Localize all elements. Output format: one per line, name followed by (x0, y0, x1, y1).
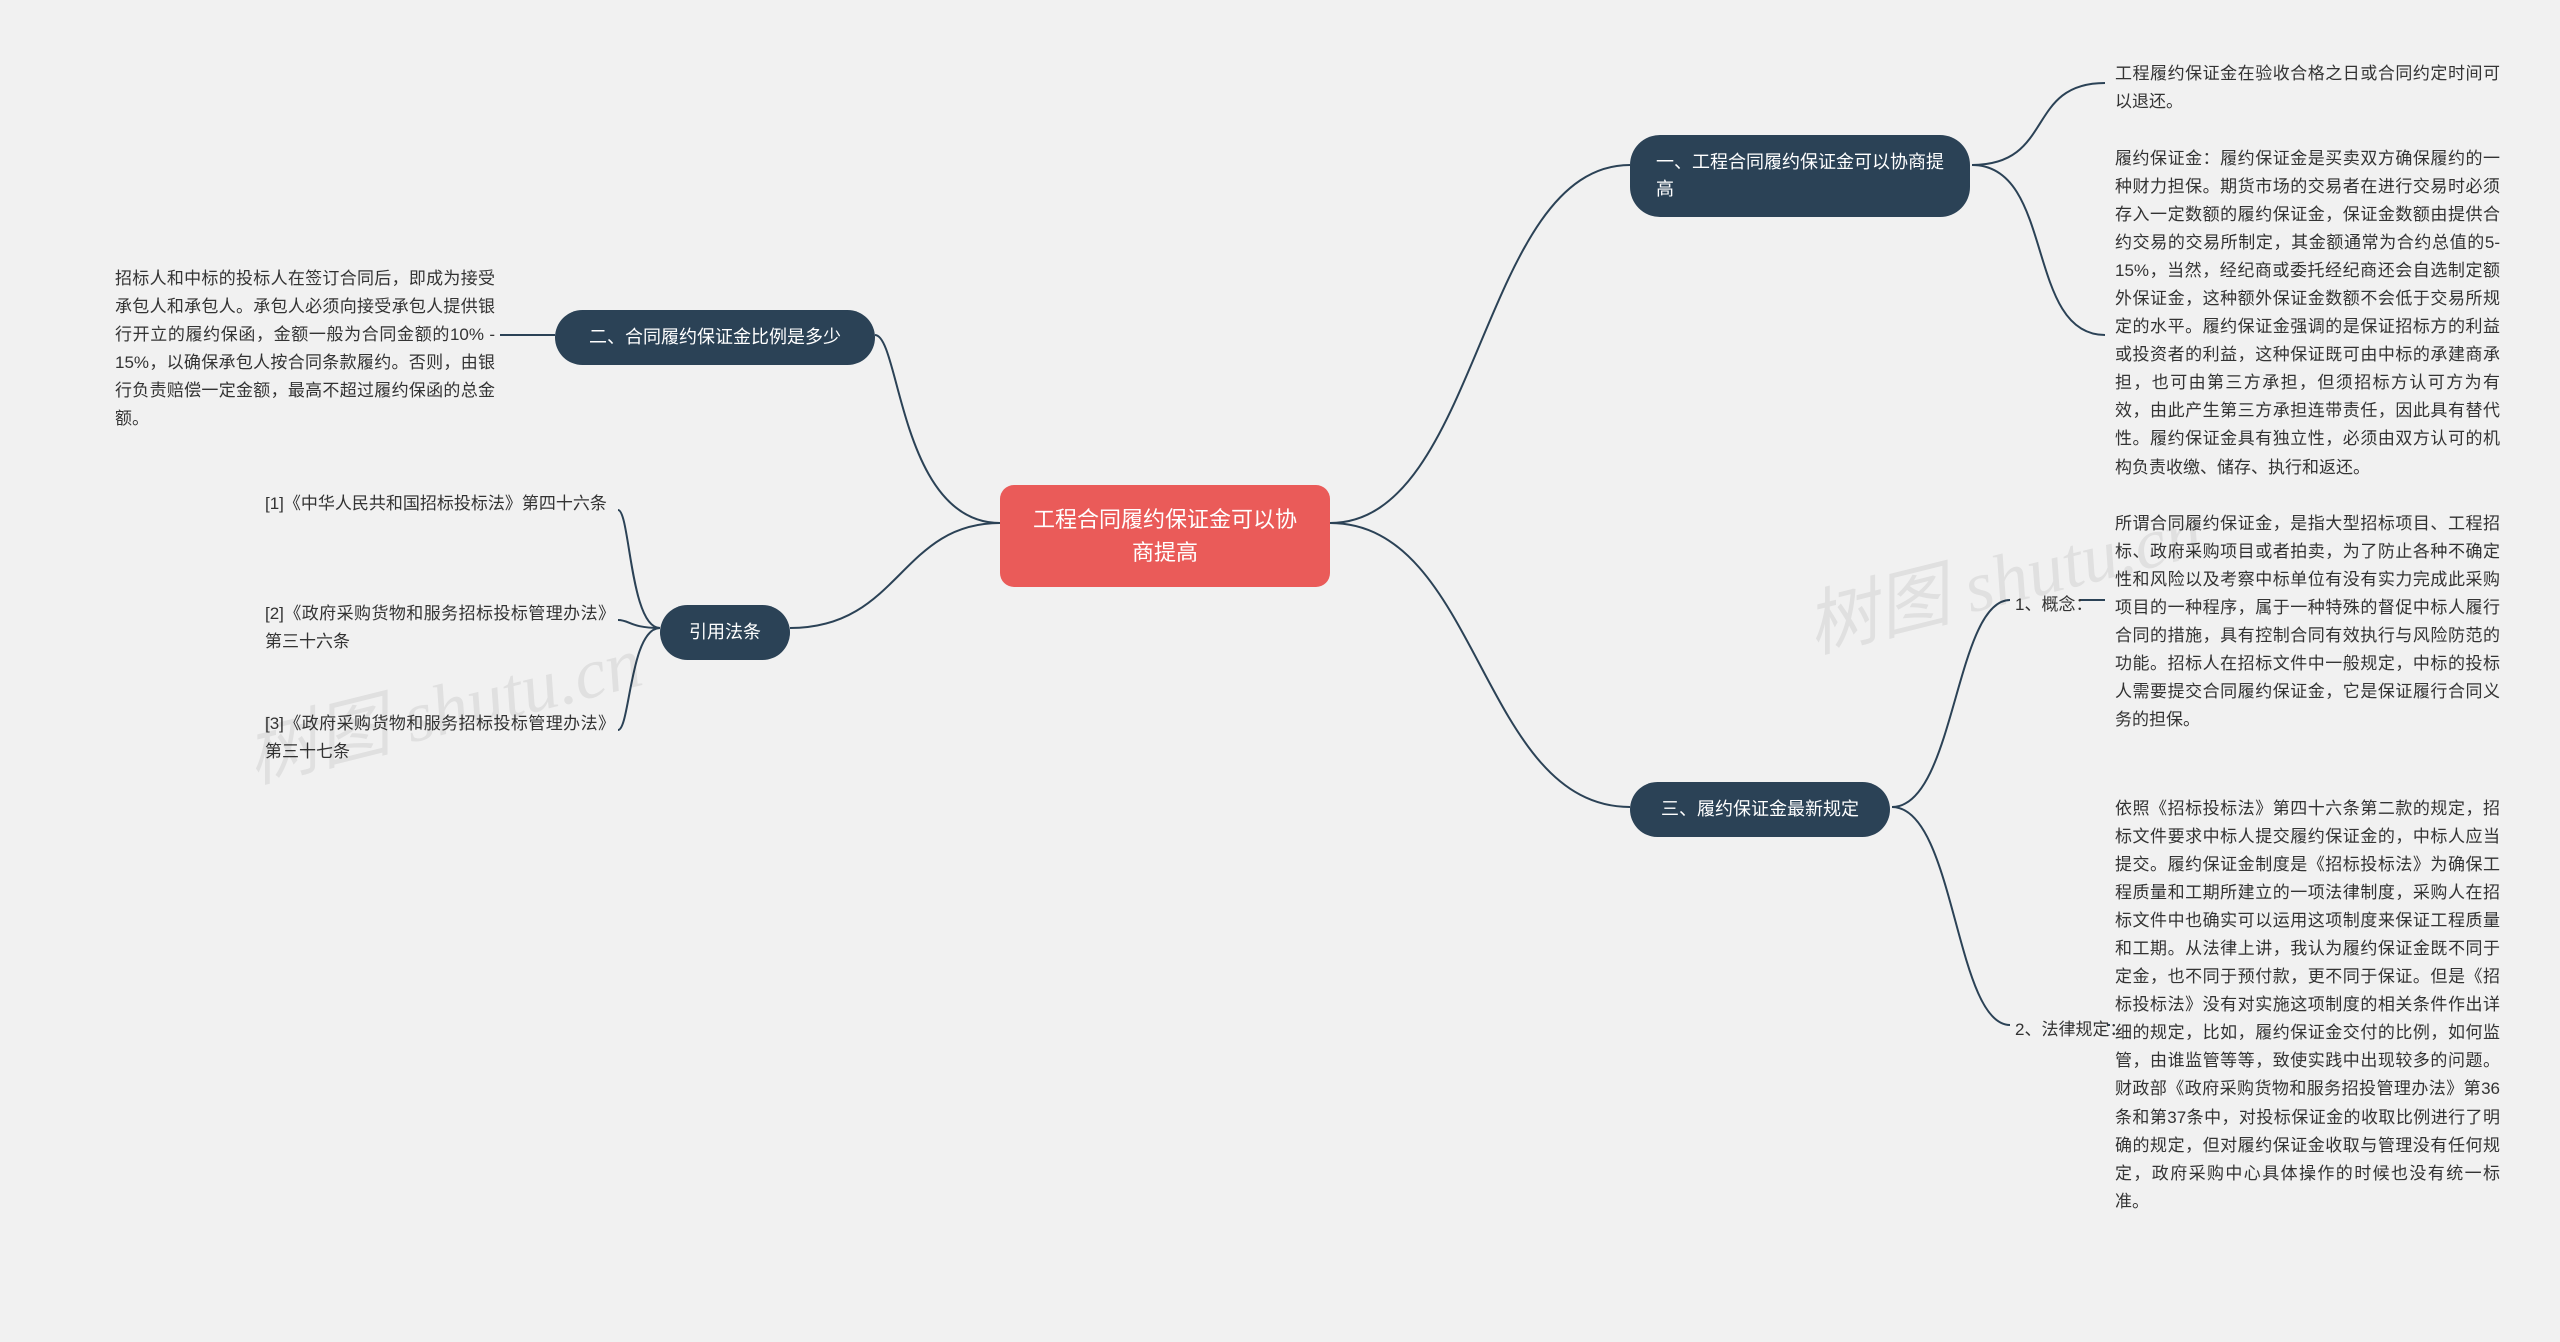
leaf-r1-0: 工程履约保证金在验收合格之日或合同约定时间可以退还。 (2115, 60, 2500, 116)
branch-l2: 引用法条 (660, 605, 790, 660)
leaf-r2-0: 所谓合同履约保证金，是指大型招标项目、工程招标、政府采购项目或者拍卖，为了防止各… (2115, 510, 2500, 734)
root-node: 工程合同履约保证金可以协商提高 (1000, 485, 1330, 587)
leaf-l2-1: [2]《政府采购货物和服务招标投标管理办法》第三十六条 (265, 600, 615, 656)
leaf-l1-0: 招标人和中标的投标人在签订合同后，即成为接受承包人和承包人。承包人必须向接受承包… (115, 265, 495, 433)
branch-r1: 一、工程合同履约保证金可以协商提高 (1630, 135, 1970, 217)
leaf-r2-1-label: 2、法律规定： (2015, 1015, 2126, 1040)
branch-l1: 二、合同履约保证金比例是多少 (555, 310, 875, 365)
leaf-r2-1: 依照《招标投标法》第四十六条第二款的规定，招标文件要求中标人提交履约保证金的，中… (2115, 795, 2500, 1216)
leaf-r2-0-label: 1、概念： (2015, 590, 2092, 615)
leaf-l2-0: [1]《中华人民共和国招标投标法》第四十六条 (265, 490, 615, 518)
leaf-l2-2: [3]《政府采购货物和服务招标投标管理办法》第三十七条 (265, 710, 615, 766)
leaf-r1-1: 履约保证金：履约保证金是买卖双方确保履约的一种财力担保。期货市场的交易者在进行交… (2115, 145, 2500, 482)
branch-r2: 三、履约保证金最新规定 (1630, 782, 1890, 837)
